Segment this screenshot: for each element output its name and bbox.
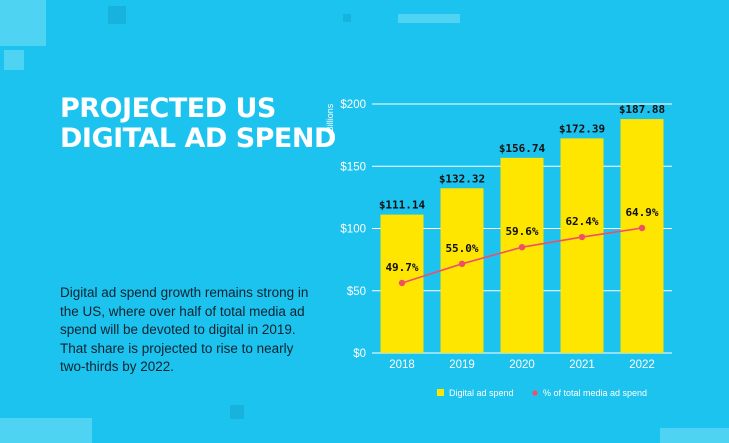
x-tick-label: 2022 xyxy=(629,359,655,371)
x-tick-label: 2018 xyxy=(389,359,415,371)
bar-value-label: $187.88 xyxy=(619,103,665,116)
x-tick-label: 2020 xyxy=(509,359,535,371)
decor-square xyxy=(0,0,46,46)
decor-bar xyxy=(0,418,92,443)
y-tick-label: $150 xyxy=(340,161,366,173)
line-point xyxy=(458,260,466,268)
decor-square xyxy=(343,14,351,22)
decor-square xyxy=(108,6,126,24)
title-line-1: PROJECTED US xyxy=(60,93,276,124)
bar-series: $111.14 $132.32 $156.74 $172.39 $187.88 xyxy=(379,103,665,353)
decor-square xyxy=(4,50,24,70)
line-point xyxy=(518,243,526,251)
line-value-label: 49.7% xyxy=(385,261,418,274)
line-value-label: 62.4% xyxy=(565,215,598,228)
bar-value-label: $111.14 xyxy=(379,199,426,212)
line-point xyxy=(578,233,586,241)
line-value-label: 64.9% xyxy=(625,206,658,219)
bar xyxy=(620,119,664,353)
legend-bar-label: Digital ad spend xyxy=(449,388,514,398)
title-line-2: DIGITAL AD SPEND xyxy=(60,123,336,154)
bar-value-label: $156.74 xyxy=(499,142,546,155)
bar xyxy=(440,188,484,353)
y-axis-label: Billions xyxy=(325,103,335,132)
y-tick-label: $200 xyxy=(340,99,366,111)
legend-line-label: % of total media ad spend xyxy=(543,388,647,398)
legend-bar-swatch xyxy=(437,389,444,396)
line-value-label: 59.6% xyxy=(505,225,538,238)
y-tick-label: $0 xyxy=(353,348,366,360)
description-text: Digital ad spend growth remains strong i… xyxy=(60,285,309,374)
legend-line-swatch xyxy=(532,390,538,396)
decor-bar xyxy=(660,428,729,443)
decor-square xyxy=(230,405,244,419)
line-point xyxy=(398,279,406,287)
line-series: 49.7% 55.0% 59.6% 62.4% 64.9% xyxy=(385,206,659,287)
x-axis: 2018 2019 2020 2021 2022 xyxy=(389,359,655,371)
line-point xyxy=(638,224,646,232)
y-tick-label: $100 xyxy=(340,224,366,236)
bar xyxy=(500,157,544,353)
line-value-label: 55.0% xyxy=(445,242,478,255)
x-tick-label: 2019 xyxy=(449,359,475,371)
page-title: PROJECTED US DIGITAL AD SPEND xyxy=(60,94,336,154)
decor-bar xyxy=(398,14,460,23)
bar-value-label: $172.39 xyxy=(559,122,605,135)
y-tick-label: $50 xyxy=(347,286,366,298)
bar-value-label: $132.32 xyxy=(439,172,485,185)
bar xyxy=(560,138,604,353)
legend: Digital ad spend % of total media ad spe… xyxy=(437,388,647,398)
x-tick-label: 2021 xyxy=(569,359,595,371)
